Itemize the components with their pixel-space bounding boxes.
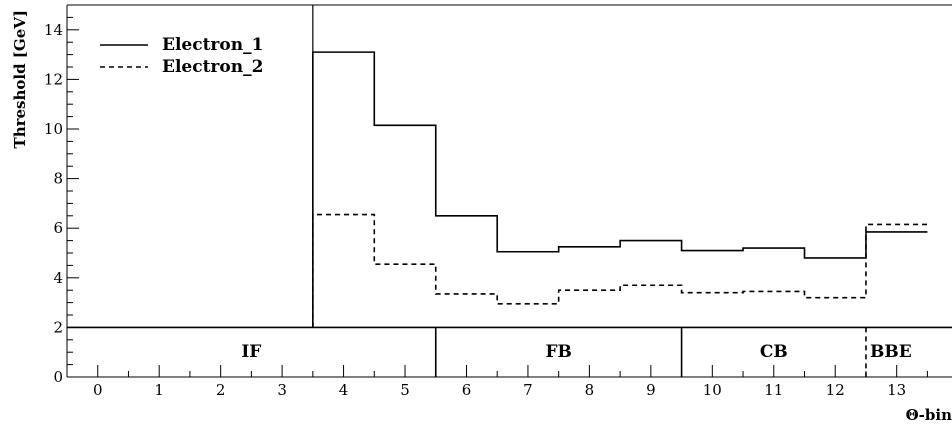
- x-tick-label: 11: [764, 381, 783, 399]
- x-tick-label: 5: [400, 381, 410, 399]
- region-label: BBE: [870, 342, 912, 362]
- y-tick-label: 8: [53, 170, 63, 188]
- y-tick-label: 6: [53, 219, 63, 237]
- series-layer: [312, 51, 928, 328]
- y-axis-title: Threshold [GeV]: [11, 10, 29, 148]
- y-tick-label: 12: [44, 70, 63, 88]
- x-tick-label: 6: [462, 381, 472, 399]
- x-axis-title: Θ-bin: [906, 406, 952, 424]
- x-tick-label: 10: [703, 381, 722, 399]
- region-label: FB: [545, 342, 571, 362]
- x-tick-label: 3: [277, 381, 287, 399]
- region-label: IF: [241, 342, 261, 362]
- x-tick-label: 2: [216, 381, 226, 399]
- x-tick-label: 9: [646, 381, 656, 399]
- y-tick-label: 0: [53, 368, 63, 386]
- region-label: CB: [760, 342, 788, 362]
- legend-label: Electron_2: [162, 57, 263, 77]
- x-tick-label: 12: [826, 381, 845, 399]
- x-tick-label: 8: [585, 381, 595, 399]
- x-tick-label: 0: [93, 381, 103, 399]
- x-tick-label: 7: [523, 381, 533, 399]
- y-tick-label: 2: [53, 318, 63, 336]
- legend-label: Electron_1: [162, 35, 263, 55]
- y-tick-label: 14: [44, 21, 63, 39]
- y-tick-label: 4: [53, 269, 63, 287]
- series-line-electron-1: [312, 51, 928, 328]
- x-tick-label: 1: [154, 381, 164, 399]
- y-tick-label: 10: [44, 120, 63, 138]
- series-line-electron-2: [312, 213, 928, 328]
- x-tick-label: 13: [887, 381, 906, 399]
- x-tick-label: 4: [339, 381, 349, 399]
